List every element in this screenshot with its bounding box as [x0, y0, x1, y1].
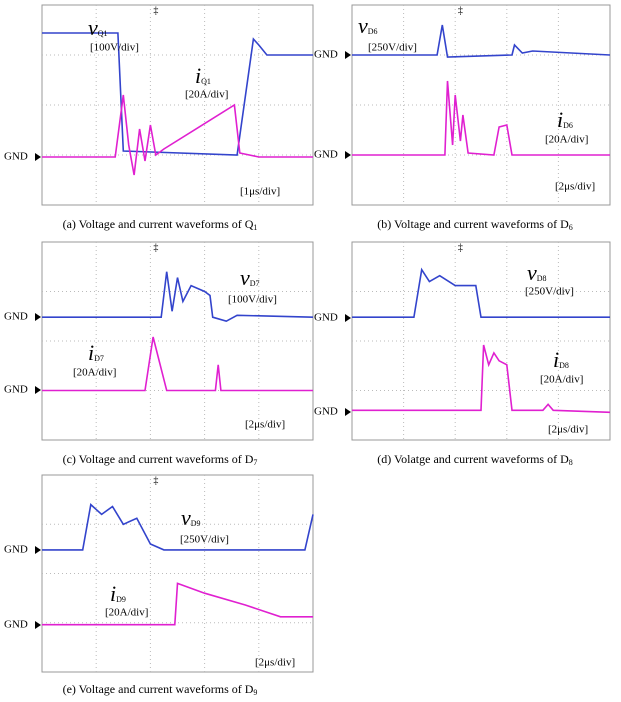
gnd-arrow — [35, 313, 41, 321]
gnd-arrow — [35, 386, 41, 394]
current-scale: [20A/div] — [73, 367, 116, 379]
current-scale: [20A/div] — [545, 134, 588, 146]
gnd-arrow — [345, 408, 351, 416]
gnd-label: GND — [314, 49, 338, 61]
voltage-scale: [250V/div] — [525, 286, 574, 298]
current-label-subscript: D9 — [116, 595, 126, 604]
current-label-subscript: D8 — [559, 361, 569, 370]
voltage-scale: [250V/div] — [180, 534, 229, 546]
gnd-arrow — [345, 51, 351, 59]
caption-subscript: 9 — [253, 688, 257, 697]
caption: (e) Voltage and current waveforms of D9 — [63, 682, 258, 697]
scope-panel: ‡ — [42, 5, 313, 205]
caption-text: (c) Voltage and current waveforms of D — [63, 452, 254, 466]
caption-text: (b) Voltage and current waveforms of D — [377, 217, 569, 231]
gnd-label: GND — [4, 151, 28, 163]
gnd-label: GND — [4, 311, 28, 323]
trigger-marker: ‡ — [153, 242, 158, 253]
trigger-marker: ‡ — [153, 5, 158, 16]
voltage-label-subscript: D9 — [191, 519, 201, 528]
caption: (c) Voltage and current waveforms of D7 — [63, 452, 258, 467]
caption-subscript: 8 — [569, 458, 573, 467]
gnd-arrow — [35, 153, 41, 161]
gnd-label: GND — [4, 619, 28, 631]
voltage-scale: [100V/div] — [90, 42, 139, 54]
gnd-arrow — [345, 151, 351, 159]
caption: (a) Voltage and current waveforms of Q1 — [63, 217, 258, 232]
voltage-label-subscript: D7 — [250, 279, 260, 288]
voltage-label-symbol: v — [88, 15, 98, 40]
current-scale: [20A/div] — [540, 374, 583, 386]
time-scale: [2μs/div] — [255, 657, 295, 669]
time-scale: [2μs/div] — [555, 181, 595, 193]
voltage-label-subscript: D8 — [537, 274, 547, 283]
caption-subscript: 7 — [253, 458, 257, 467]
gnd-label: GND — [4, 384, 28, 396]
caption: (b) Voltage and current waveforms of D6 — [377, 217, 573, 232]
scope-panel: ‡ — [352, 5, 610, 205]
caption-subscript: 1 — [253, 223, 257, 232]
caption-text: (d) Volatge and current waveforms of D — [377, 452, 569, 466]
voltage-scale: [250V/div] — [368, 42, 417, 54]
scope-panel: ‡ — [42, 242, 313, 440]
voltage-label-subscript: Q1 — [98, 29, 108, 38]
caption-text: (a) Voltage and current waveforms of Q — [63, 217, 254, 231]
trigger-marker: ‡ — [458, 5, 463, 16]
current-scale: [20A/div] — [105, 607, 148, 619]
trigger-marker: ‡ — [153, 475, 158, 486]
gnd-label: GND — [314, 149, 338, 161]
voltage-label-subscript: D6 — [368, 27, 378, 36]
gnd-label: GND — [314, 406, 338, 418]
current-label-subscript: D6 — [563, 121, 573, 130]
time-scale: [2μs/div] — [548, 424, 588, 436]
figure: ‡vQ1[100V/div]iQ1[20A/div][1μs/div]GND(a… — [0, 0, 621, 702]
voltage-label-symbol: v — [527, 260, 537, 285]
scope-panel: ‡ — [42, 475, 313, 672]
caption: (d) Volatge and current waveforms of D8 — [377, 452, 573, 467]
gnd-label: GND — [314, 312, 338, 324]
caption-text: (e) Voltage and current waveforms of D — [63, 682, 254, 696]
voltage-label-symbol: v — [240, 265, 250, 290]
voltage-label-symbol: v — [358, 13, 368, 38]
voltage-label-symbol: v — [181, 505, 191, 530]
current-label-subscript: Q1 — [201, 77, 211, 86]
current-scale: [20A/div] — [185, 89, 228, 101]
current-label-subscript: D7 — [94, 354, 104, 363]
voltage-scale: [100V/div] — [228, 294, 277, 306]
gnd-arrow — [35, 546, 41, 554]
time-scale: [1μs/div] — [240, 186, 280, 198]
gnd-arrow — [345, 314, 351, 322]
gnd-arrow — [35, 621, 41, 629]
caption-subscript: 6 — [569, 223, 573, 232]
scope-panel: ‡ — [352, 242, 610, 440]
gnd-label: GND — [4, 544, 28, 556]
trigger-marker: ‡ — [458, 242, 463, 253]
time-scale: [2μs/div] — [245, 419, 285, 431]
